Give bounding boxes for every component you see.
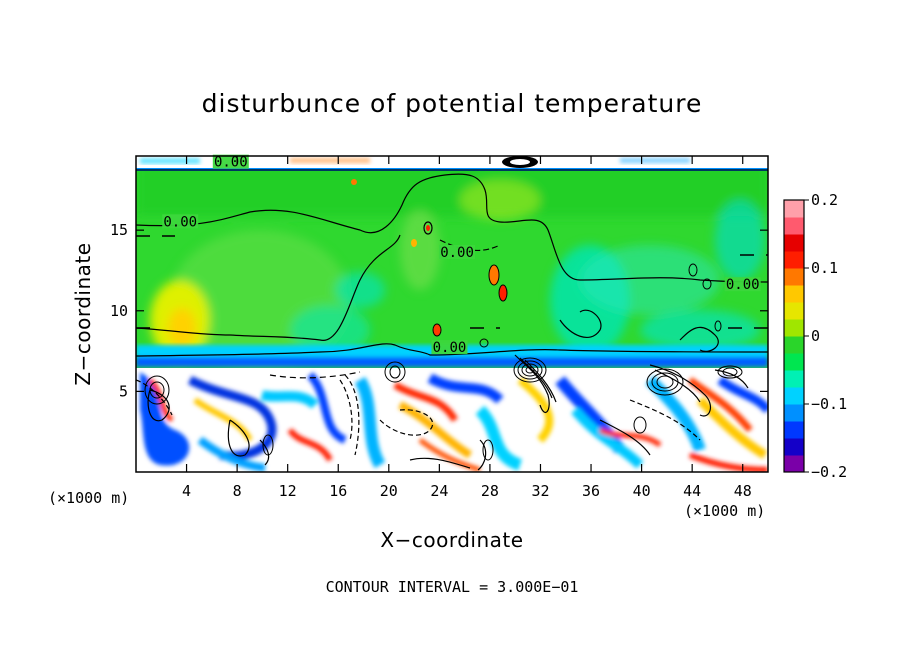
x-tick-label: 48 [734, 482, 752, 500]
colorbar-swatch [784, 353, 804, 371]
x-tick-label: 4 [182, 482, 191, 500]
x-tick-label: 16 [329, 482, 347, 500]
colorbar-swatch [784, 336, 804, 354]
colorbar-tick-label: −0.2 [811, 463, 847, 481]
colorbar-swatch [784, 251, 804, 269]
colorbar-tick-label: 0.1 [811, 259, 838, 277]
contour-interval-note: CONTOUR INTERVAL = 3.000E−01 [326, 578, 579, 596]
contour-label-bg [431, 340, 468, 355]
x-unit-left: (×1000 m) [48, 489, 129, 507]
contour-label-bg [162, 214, 199, 229]
colorbar-swatch [784, 421, 804, 439]
contour-label-bg [439, 244, 476, 259]
contour-label: 0.00 [214, 155, 248, 171]
contour-label-bg [212, 154, 249, 169]
upper-closed-contours [351, 156, 722, 348]
y-tick-label: 5 [119, 382, 128, 400]
colorbar-swatch [784, 455, 804, 473]
colorbar-swatch [784, 404, 804, 422]
x-unit-right: (×1000 m) [684, 502, 765, 520]
y-axis-label: Z−coordinate [71, 242, 95, 385]
colorbar-tick-label: 0 [811, 327, 820, 345]
x-tick-label: 28 [481, 482, 499, 500]
colorbar-swatch [784, 438, 804, 456]
colorbar-swatch [784, 234, 804, 252]
x-tick-label: 24 [430, 482, 448, 500]
x-tick-label: 44 [683, 482, 701, 500]
colorbar-swatch [784, 302, 804, 320]
chart-title: disturbunce of potential temperature [202, 89, 703, 118]
colorbar-swatch [784, 285, 804, 303]
colorbar-swatch [784, 217, 804, 235]
x-tick-label: 36 [582, 482, 600, 500]
x-tick-label: 40 [633, 482, 651, 500]
x-tick-label: 20 [380, 482, 398, 500]
y-tick-label: 15 [110, 221, 128, 239]
plot-area [136, 156, 768, 472]
colorbar-swatch [784, 319, 804, 337]
colorbar: 0.2 0.1 0 −0.1 −0.2 [783, 191, 847, 481]
colorbar-swatch [784, 370, 804, 388]
contour-label: 0.00 [163, 214, 197, 230]
y-tick-label: 10 [110, 302, 128, 320]
contour-label: 0.00 [440, 245, 474, 261]
contour-label: 0.00 [726, 277, 760, 293]
contour-label: 0.00 [433, 340, 467, 356]
contour-lines [136, 169, 768, 471]
x-axis-label: X−coordinate [380, 528, 523, 552]
x-tick-label: 12 [279, 482, 297, 500]
contour-label-bg [724, 277, 761, 292]
colorbar-swatch [784, 387, 804, 405]
lower-turbulence [140, 372, 768, 472]
plot-frame [135, 155, 769, 473]
colorbar-swatch [784, 268, 804, 286]
colorbar-swatch [784, 200, 804, 218]
x-tick-label: 32 [531, 482, 549, 500]
dense-contour-clusters [144, 357, 743, 461]
colorbar-tick-label: 0.2 [811, 191, 838, 209]
upper-dashed-contours [136, 235, 768, 329]
colorbar-tick-label: −0.1 [811, 395, 847, 413]
contour-label-layer: 0.00 0.00 0.00 0.00 0.00 [162, 154, 761, 356]
x-tick-label: 8 [233, 482, 242, 500]
